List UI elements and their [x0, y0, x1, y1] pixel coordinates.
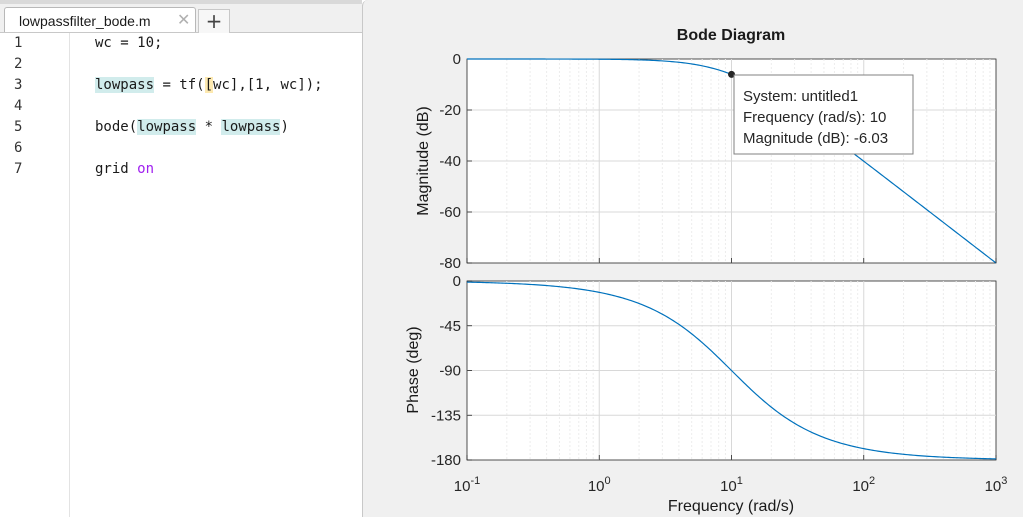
datatip-system: System: untitled1: [743, 88, 858, 105]
datatip[interactable]: System: untitled1 Frequency (rad/s): 10 …: [728, 70, 914, 155]
y-tick-label: -60: [439, 204, 461, 221]
chart-title: Bode Diagram: [677, 27, 785, 44]
magnitude-ylabel: Magnitude (dB): [415, 106, 432, 215]
bode-figure[interactable]: Bode Diagram 0 -20 -40 -60 -80 0 -45 -90 -135 -1…: [363, 0, 1023, 517]
y-tick-label: -40: [439, 153, 461, 170]
editor-tab-bar: lowpassfilter_bode.m ✕ +: [0, 4, 362, 33]
line-number: 7: [14, 161, 23, 177]
y-tick-label: -135: [431, 407, 461, 424]
phase-axes[interactable]: 0 -45 -90 -135 -180 10-1 100 101 102 103: [431, 258, 1007, 495]
variable-highlight: lowpass: [95, 77, 155, 93]
figure-window[interactable]: Bode Diagram 0 -20 -40 -60 -80 0 -45 -90 -135 -1…: [362, 0, 1023, 517]
y-tick-label: -45: [439, 318, 461, 335]
keyword-on: on: [137, 161, 155, 177]
code-line[interactable]: 5 bode(lowpass * lowpass): [0, 117, 362, 138]
new-tab-button[interactable]: +: [198, 9, 230, 33]
bracket-highlight: [: [204, 77, 214, 93]
variable-highlight: lowpass: [221, 119, 281, 135]
code-line[interactable]: 2: [0, 54, 362, 75]
line-number-gutter: [0, 33, 70, 517]
x-tick-label: 10-1: [454, 475, 480, 495]
datatip-magnitude: Magnitude (dB): -6.03: [743, 130, 888, 147]
datatip-frequency: Frequency (rad/s): 10: [743, 109, 886, 126]
code-line[interactable]: 3 lowpass = tf([wc],[1, wc]);: [0, 75, 362, 96]
code-text[interactable]: bode(lowpass * lowpass): [95, 119, 289, 135]
x-tick-label: 100: [588, 475, 611, 495]
code-text[interactable]: grid on: [95, 161, 155, 177]
magnitude-y-ticks: 0 -20 -40 -60 -80: [439, 51, 472, 272]
close-icon[interactable]: ✕: [177, 10, 191, 29]
x-tick-label: 103: [985, 475, 1008, 495]
code-line[interactable]: 6: [0, 138, 362, 159]
y-tick-label: -180: [431, 452, 461, 469]
code-line[interactable]: 1 wc = 10;: [0, 33, 362, 54]
y-tick-label: -80: [439, 255, 461, 272]
phase-curve[interactable]: [466, 281, 997, 460]
line-number: 5: [14, 119, 23, 135]
code-text[interactable]: wc = 10;: [95, 35, 163, 51]
tab-label: lowpassfilter_bode.m: [19, 13, 151, 29]
phase-ylabel: Phase (deg): [405, 326, 422, 413]
y-tick-label: -20: [439, 102, 461, 119]
code-line[interactable]: 4: [0, 96, 362, 117]
line-number: 3: [14, 77, 23, 93]
tab-lowpassfilter-bode[interactable]: lowpassfilter_bode.m ✕: [4, 7, 196, 32]
line-number: 4: [14, 98, 23, 114]
x-tick-label: 101: [720, 475, 743, 495]
code-editor[interactable]: lowpassfilter_bode.m ✕ + 1 wc = 10; 2 3 …: [0, 0, 362, 517]
code-text[interactable]: lowpass = tf([wc],[1, wc]);: [95, 77, 323, 93]
magnitude-grid: [467, 59, 996, 263]
line-number: 1: [14, 35, 23, 51]
x-tick-label: 102: [852, 475, 875, 495]
datatip-marker[interactable]: [728, 70, 735, 78]
variable-highlight: lowpass: [137, 119, 197, 135]
datatip-box[interactable]: [733, 74, 914, 155]
code-line[interactable]: 7 grid on: [0, 159, 362, 180]
phase-y-ticks: 0 -45 -90 -135 -180: [431, 273, 472, 469]
phase-grid: [467, 281, 996, 460]
y-tick-label: 0: [453, 51, 461, 68]
editor-top-strip: [0, 0, 362, 4]
line-number: 6: [14, 140, 23, 156]
line-number: 2: [14, 56, 23, 72]
frequency-xlabel: Frequency (rad/s): [668, 498, 794, 515]
y-tick-label: 0: [453, 273, 461, 290]
y-tick-label: -90: [439, 363, 461, 380]
phase-x-ticks: 10-1 100 101 102 103: [454, 258, 1008, 495]
magnitude-axes[interactable]: 0 -20 -40 -60 -80: [439, 51, 997, 272]
